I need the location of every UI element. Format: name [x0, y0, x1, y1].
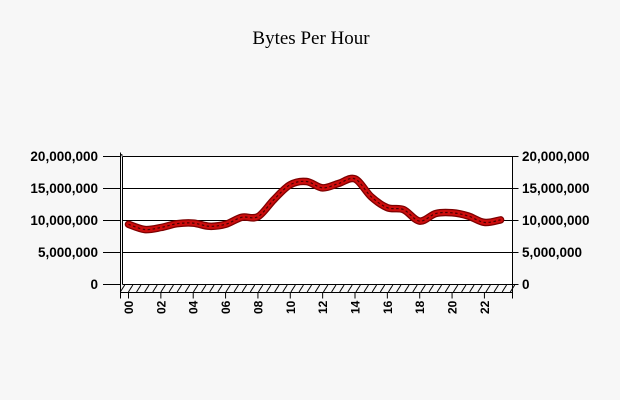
floor-hatch [323, 284, 329, 293]
y-axis-label-left: 0 [90, 277, 98, 292]
floor-hatch [201, 284, 207, 293]
floor-hatch [371, 284, 377, 293]
floor-hatch [290, 284, 296, 293]
floor-hatch [396, 284, 402, 293]
floor-hatch [225, 284, 231, 293]
x-axis-label: 12 [316, 300, 330, 314]
floor-hatch [444, 284, 451, 293]
x-axis-label: 08 [251, 300, 265, 314]
floor-hatch [128, 284, 134, 293]
floor-hatch [217, 284, 223, 293]
floor-hatch [388, 284, 394, 293]
floor-hatch [241, 284, 247, 293]
floor-hatch [477, 284, 483, 293]
floor-hatch [258, 284, 264, 293]
x-axis-label: 02 [154, 300, 168, 314]
y-axis-label-left: 10,000,000 [30, 213, 98, 228]
y-axis-label-right: 5,000,000 [522, 245, 582, 260]
x-axis-label: 06 [219, 300, 233, 314]
y-axis-label-left: 5,000,000 [38, 245, 98, 260]
floor-hatch [274, 284, 280, 293]
floor-hatch [428, 284, 434, 293]
data-line-core [128, 177, 501, 231]
floor-hatch [119, 284, 126, 293]
floor-hatch [306, 284, 312, 293]
y-axis-label-left: 15,000,000 [30, 181, 98, 196]
floor-hatch [331, 284, 337, 293]
wall-top-curve [120, 154, 123, 160]
floor-hatch [233, 284, 239, 293]
floor-hatch [249, 284, 256, 293]
floor-hatch [509, 284, 516, 293]
floor-hatch [339, 284, 345, 293]
x-axis-label: 22 [478, 300, 492, 314]
floor-hatch [379, 284, 386, 293]
floor-hatch [152, 284, 158, 293]
floor-hatch [184, 284, 191, 293]
floor-hatch [412, 284, 418, 293]
y-axis-label-right: 0 [522, 277, 530, 292]
floor-hatch [168, 284, 174, 293]
x-axis-label: 18 [413, 300, 427, 314]
floor-hatch [160, 284, 166, 293]
y-axis-label-right: 10,000,000 [522, 213, 590, 228]
x-axis-label: 00 [122, 300, 136, 314]
floor-hatch [136, 284, 142, 293]
x-axis-label: 20 [446, 300, 460, 314]
floor-hatch [453, 284, 459, 293]
floor-hatch [298, 284, 304, 293]
floor-hatch [282, 284, 288, 293]
floor-hatch [193, 284, 199, 293]
y-axis-label-right: 15,000,000 [522, 181, 590, 196]
floor-hatch [363, 284, 369, 293]
floor-hatch [266, 284, 272, 293]
floor-hatch [144, 284, 150, 293]
floor-hatch [347, 284, 353, 293]
floor-hatch [404, 284, 410, 293]
x-axis-label: 16 [381, 300, 395, 314]
floor-hatch [314, 284, 321, 293]
x-axis-label: 04 [187, 300, 201, 314]
floor-hatch [485, 284, 491, 293]
x-axis-label: 10 [284, 300, 298, 314]
floor-hatch [176, 284, 182, 293]
floor-hatch [209, 284, 215, 293]
floor-hatch [461, 284, 467, 293]
floor-hatch [493, 284, 499, 293]
floor-hatch [436, 284, 442, 293]
floor-hatch [501, 284, 507, 293]
y-axis-label-left: 20,000,000 [30, 149, 98, 164]
chart-title: Bytes Per Hour [252, 28, 370, 49]
floor-hatch [469, 284, 475, 293]
y-axis-label-right: 20,000,000 [522, 149, 590, 164]
floor-hatch [355, 284, 361, 293]
x-axis-label: 14 [348, 300, 362, 314]
floor-hatch [420, 284, 426, 293]
